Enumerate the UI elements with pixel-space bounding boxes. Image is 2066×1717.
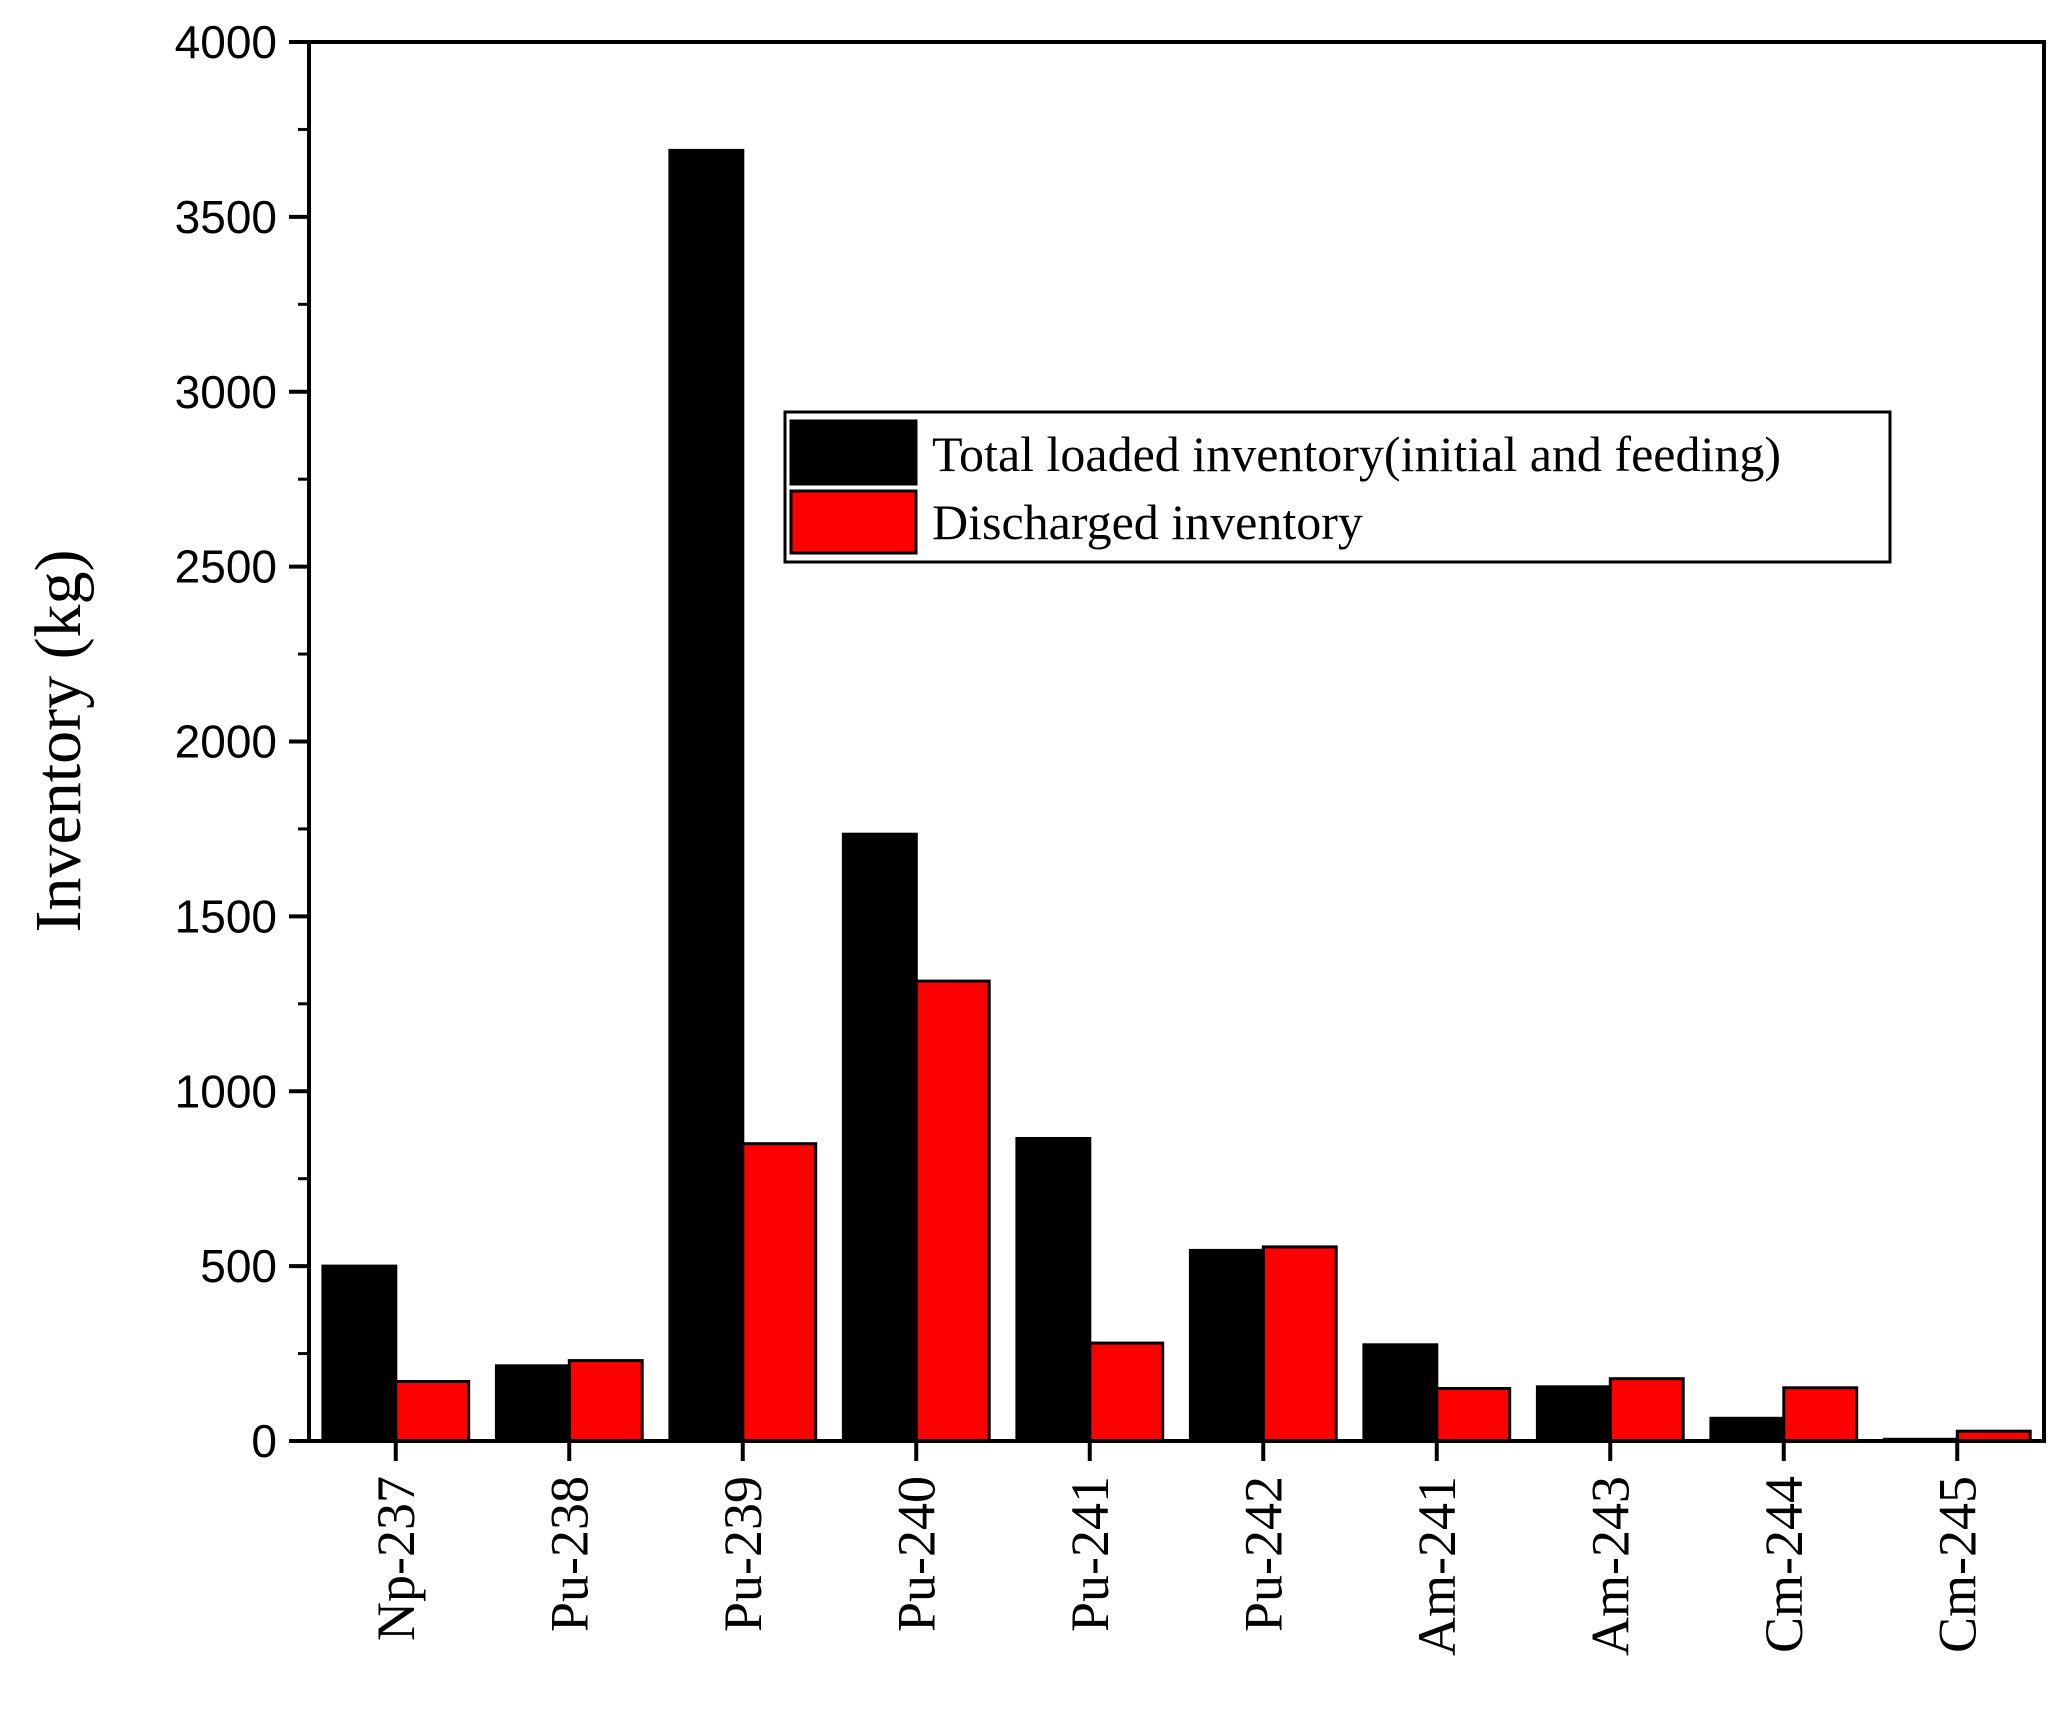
legend-swatch-total-loaded (789, 419, 918, 486)
y-tick-label: 2500 (175, 541, 277, 593)
legend-frame (783, 410, 1892, 564)
x-tick-label-pu-240: Pu-240 (886, 1476, 946, 1632)
bar-pu-239-discharged (741, 1142, 818, 1443)
x-tick-label-np-237: Np-237 (366, 1476, 426, 1641)
bar-cm-244-total-loaded (1709, 1416, 1786, 1443)
legend-label-discharged: Discharged inventory (932, 494, 1363, 550)
y-axis-title: Inventory (kg) (22, 549, 95, 932)
x-tick-label-pu-239: Pu-239 (713, 1476, 773, 1632)
bar-pu-238-discharged (567, 1359, 644, 1443)
bar-pu-239-total-loaded (668, 148, 745, 1443)
bar-am-243-total-loaded (1535, 1385, 1612, 1443)
bars-layer (321, 148, 2032, 1443)
x-tick-label-pu-241: Pu-241 (1060, 1476, 1120, 1632)
bar-pu-241-total-loaded (1015, 1137, 1092, 1443)
y-tick-label: 2000 (175, 716, 277, 768)
legend-swatch-discharged (789, 489, 918, 555)
x-tick-label-am-241: Am-241 (1407, 1476, 1467, 1656)
x-tick-label-pu-238: Pu-238 (539, 1476, 599, 1632)
bar-pu-242-discharged (1261, 1245, 1338, 1443)
y-tick-label: 4000 (175, 16, 277, 68)
bar-pu-242-total-loaded (1188, 1248, 1265, 1443)
y-tick-label: 1000 (175, 1065, 277, 1117)
legend-label-total-loaded: Total loaded inventory(initial and feedi… (932, 426, 1781, 482)
bar-am-243-discharged (1608, 1377, 1685, 1443)
legend: Total loaded inventory(initial and feedi… (783, 410, 1892, 564)
bar-pu-238-total-loaded (494, 1364, 571, 1443)
x-tick-label-cm-244: Cm-244 (1754, 1476, 1814, 1653)
bar-cm-244-discharged (1782, 1386, 1859, 1443)
bar-pu-240-discharged (914, 979, 991, 1443)
bar-np-237-total-loaded (321, 1264, 398, 1443)
y-tick-label: 3500 (175, 191, 277, 243)
bar-am-241-total-loaded (1362, 1343, 1439, 1443)
bar-np-237-discharged (394, 1380, 471, 1443)
x-axis-ticks: Np-237 Pu-238 Pu-239 Pu-240 Pu-241 Pu-242 Am-2… (366, 1441, 1987, 1656)
bar-pu-240-total-loaded (841, 832, 918, 1443)
x-tick-label-cm-245: Cm-245 (1927, 1476, 1987, 1653)
plot-frame (307, 40, 2046, 1443)
bar-pu-241-discharged (1088, 1341, 1165, 1443)
bar-am-241-discharged (1435, 1387, 1512, 1443)
y-tick-label: 500 (200, 1240, 277, 1292)
x-tick-label-pu-242: Pu-242 (1233, 1476, 1293, 1632)
y-axis-ticks: 0 500 1000 1500 2000 2500 3000 3500 4000 (175, 16, 309, 1467)
y-tick-label: 0 (251, 1415, 277, 1467)
y-tick-label: 3000 (175, 366, 277, 418)
x-tick-label-am-243: Am-243 (1580, 1476, 1640, 1656)
y-tick-label: 1500 (175, 890, 277, 942)
